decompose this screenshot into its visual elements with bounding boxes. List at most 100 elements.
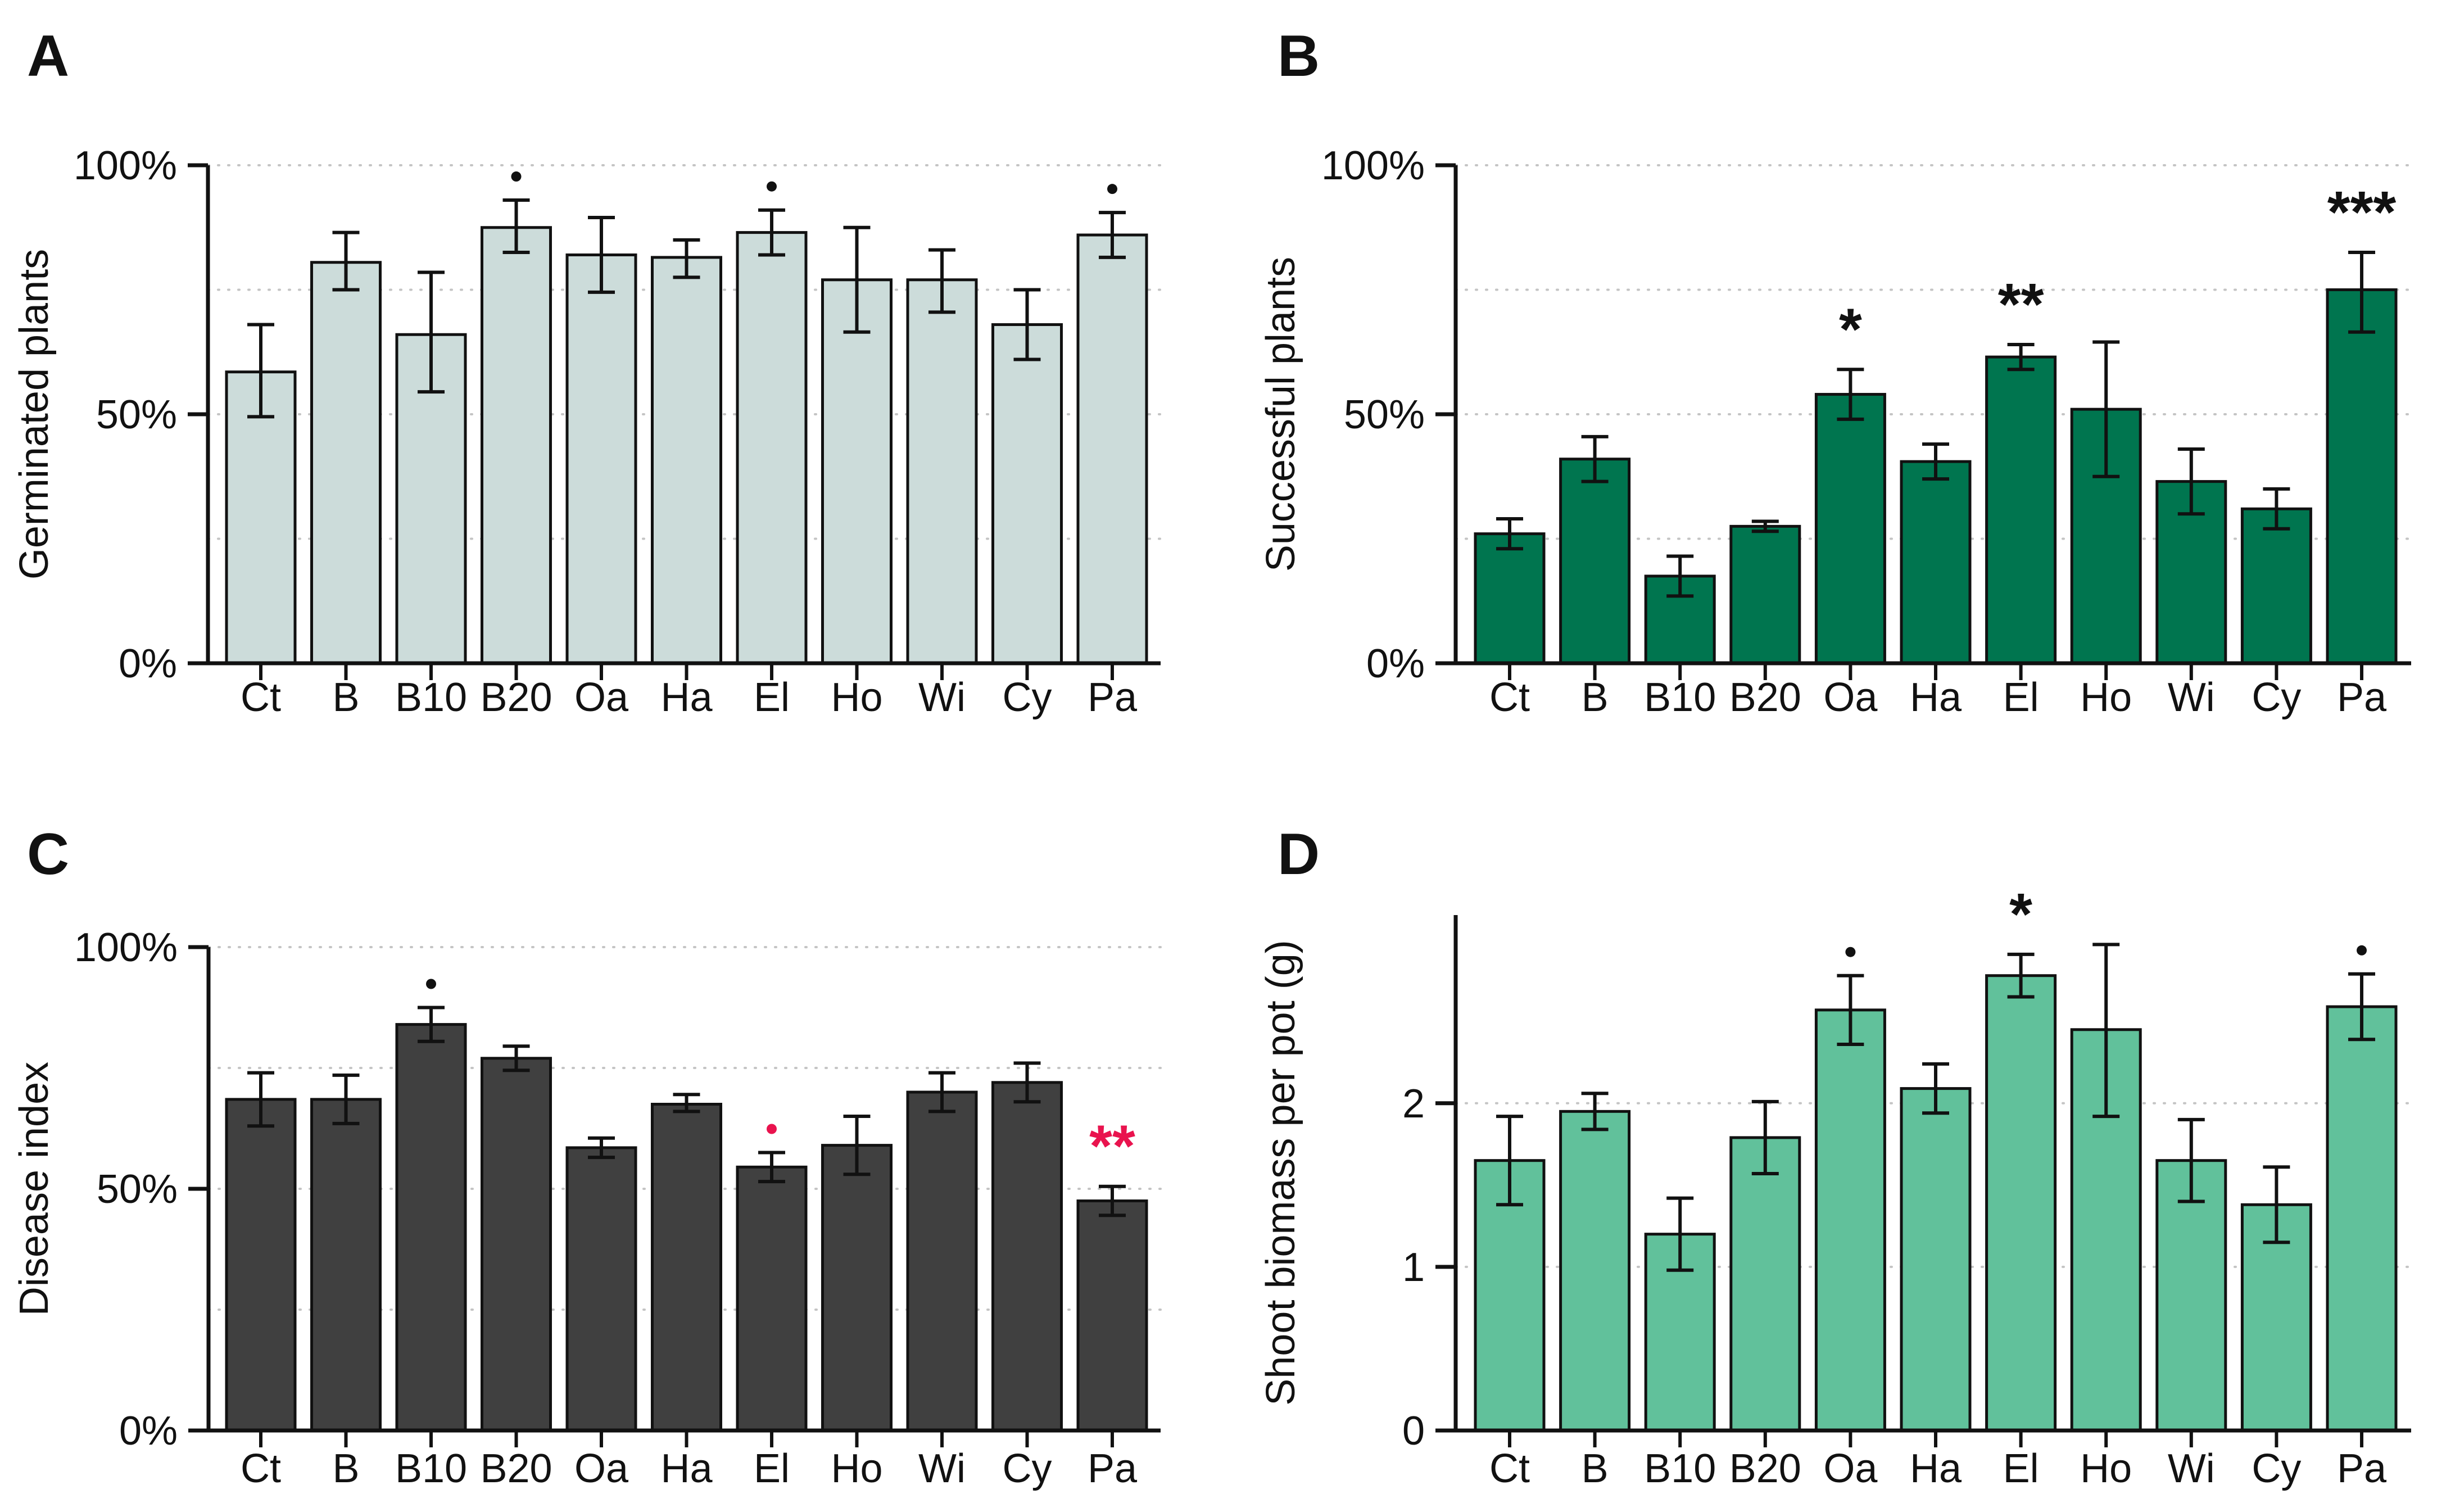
x-tick-label: B10 (1644, 675, 1716, 720)
x-tick-label: Ho (2080, 675, 2132, 720)
y-tick-label: 50% (96, 392, 177, 437)
significance-asterisks: *** (2327, 179, 2397, 245)
x-tick-label: B20 (1729, 1446, 1801, 1491)
bar-Oa (1814, 1008, 1886, 1432)
x-tick-label: Pa (1088, 675, 1138, 720)
y-axis-title: Germinated plants (12, 249, 57, 580)
bar-Wi (2155, 1159, 2227, 1432)
panel-letter: B (1278, 24, 1320, 89)
bar-B20 (1729, 1136, 1801, 1432)
x-tick-label: B10 (1644, 1446, 1716, 1491)
bar-B (310, 261, 382, 665)
bar-B20 (1729, 524, 1801, 665)
y-tick-label: 100% (1321, 143, 1425, 188)
x-tick-label: Wi (2168, 675, 2215, 720)
y-tick-label: 0% (119, 641, 177, 686)
significance-dot (1107, 184, 1117, 194)
x-tick-label: Ha (1910, 1446, 1962, 1491)
bar-Ho (2070, 408, 2142, 665)
x-tick-label: Ho (831, 1446, 882, 1491)
bar-El (1985, 974, 2057, 1432)
bar-Cy (2240, 507, 2312, 665)
significance-dot (511, 171, 522, 182)
x-tick-label: B20 (1729, 675, 1801, 720)
panel-letter: A (27, 24, 69, 89)
x-tick-label: Ha (1910, 675, 1962, 720)
y-tick-label: 50% (1344, 392, 1425, 437)
y-tick-label: 2 (1402, 1081, 1425, 1126)
x-tick-label: El (2003, 675, 2039, 720)
y-tick-label: 1 (1402, 1245, 1425, 1290)
y-tick-label: 0 (1402, 1409, 1425, 1454)
y-axis-title: Disease index (12, 1062, 57, 1316)
x-tick-label: Cy (1003, 675, 1052, 720)
x-tick-label: Pa (1088, 1446, 1138, 1491)
y-tick-label: 0% (119, 1409, 178, 1454)
x-tick-label: B10 (395, 1446, 467, 1491)
bar-Ha (651, 256, 722, 665)
significance-dot (2357, 945, 2367, 956)
x-tick-label: B20 (480, 675, 552, 720)
significance-asterisks: ** (1998, 271, 2044, 337)
x-tick-label: Oa (574, 1446, 629, 1491)
significance-dot (1845, 947, 1856, 957)
panel-b-chart: Ct B B10 B20 Oa Ha El Ho Wi Cy Pa0%50%100%* *****Su… (1258, 24, 2412, 720)
panel-b: Ct B B10 B20 Oa Ha El Ho Wi Cy Pa 0% 50% 100% * ** *** Su… (1218, 0, 2437, 756)
y-axis-title: Shoot biomass per pot (g) (1258, 940, 1303, 1405)
bar-Wi (906, 1090, 978, 1432)
y-tick-label: 0% (1366, 641, 1425, 686)
bar-Pa (1076, 1199, 1148, 1432)
x-tick-label: Wi (2168, 1446, 2215, 1491)
x-tick-label: B (332, 675, 359, 720)
bar-Ha (1900, 1087, 1972, 1432)
x-tick-label: Ct (241, 1446, 281, 1491)
bar-Oa (1814, 393, 1886, 665)
bar-Ct (225, 1098, 297, 1432)
bar-Ct (1474, 532, 1546, 665)
y-tick-label: 50% (97, 1167, 178, 1212)
significance-asterisks: * (2009, 881, 2032, 947)
y-tick-label: 100% (74, 143, 177, 188)
x-tick-label: Ct (241, 675, 281, 720)
panel-a-chart: Ct B B10 B20 Oa Ha El Ho Wi Cy Pa 0% 50% 100% Germinat… (12, 24, 1162, 720)
bar-Ho (821, 278, 893, 665)
bar-Ha (1900, 460, 1972, 665)
bar-B (1559, 1110, 1631, 1432)
bar-Pa (2326, 288, 2398, 665)
panel-c-chart: Ct B B10 B20 Oa Ha El Ho Wi Cy Pa 0% 50% 100% ** Diseas… (12, 822, 1162, 1491)
bar-Cy (991, 1081, 1063, 1432)
bar-Pa (1076, 233, 1148, 665)
x-tick-label: Cy (1003, 1446, 1052, 1491)
x-tick-label: Cy (2252, 675, 2301, 720)
bar-El (736, 231, 808, 665)
bar-Oa (565, 253, 637, 665)
significance-asterisks: * (1839, 296, 1862, 362)
x-tick-label: Ct (1489, 1446, 1530, 1491)
x-tick-label: Oa (574, 675, 629, 720)
bar-Ho (821, 1144, 893, 1432)
panel-d: Ct B B10 B20 Oa Ha El Ho Wi Cy Pa 0 1 2 * Shoot biomass… (1218, 756, 2437, 1512)
bar-B (310, 1098, 382, 1432)
bar-Cy (991, 323, 1063, 665)
y-tick-label: 100% (74, 925, 178, 970)
significance-asterisks: ** (1089, 1113, 1135, 1179)
bar-Ha (651, 1103, 722, 1432)
x-tick-label: Ct (1489, 675, 1530, 720)
bar-B20 (481, 226, 552, 665)
x-tick-label: Pa (2337, 1446, 2387, 1491)
x-tick-label: B10 (395, 675, 467, 720)
x-tick-label: Oa (1823, 675, 1878, 720)
bar-Oa (565, 1146, 637, 1432)
x-tick-label: El (754, 1446, 790, 1491)
bar-B10 (395, 1023, 467, 1432)
bar-Wi (906, 278, 978, 665)
panel-a: Ct B B10 B20 Oa Ha El Ho Wi Cy Pa 0% 50% 100% Germinat… (0, 0, 1218, 756)
x-tick-label: El (754, 675, 790, 720)
bar-B20 (481, 1057, 552, 1432)
x-tick-label: Ha (660, 1446, 713, 1491)
x-tick-label: B (1582, 675, 1609, 720)
panel-letter: D (1278, 822, 1320, 887)
x-tick-label: Ho (2080, 1446, 2132, 1491)
x-tick-label: Pa (2337, 675, 2387, 720)
